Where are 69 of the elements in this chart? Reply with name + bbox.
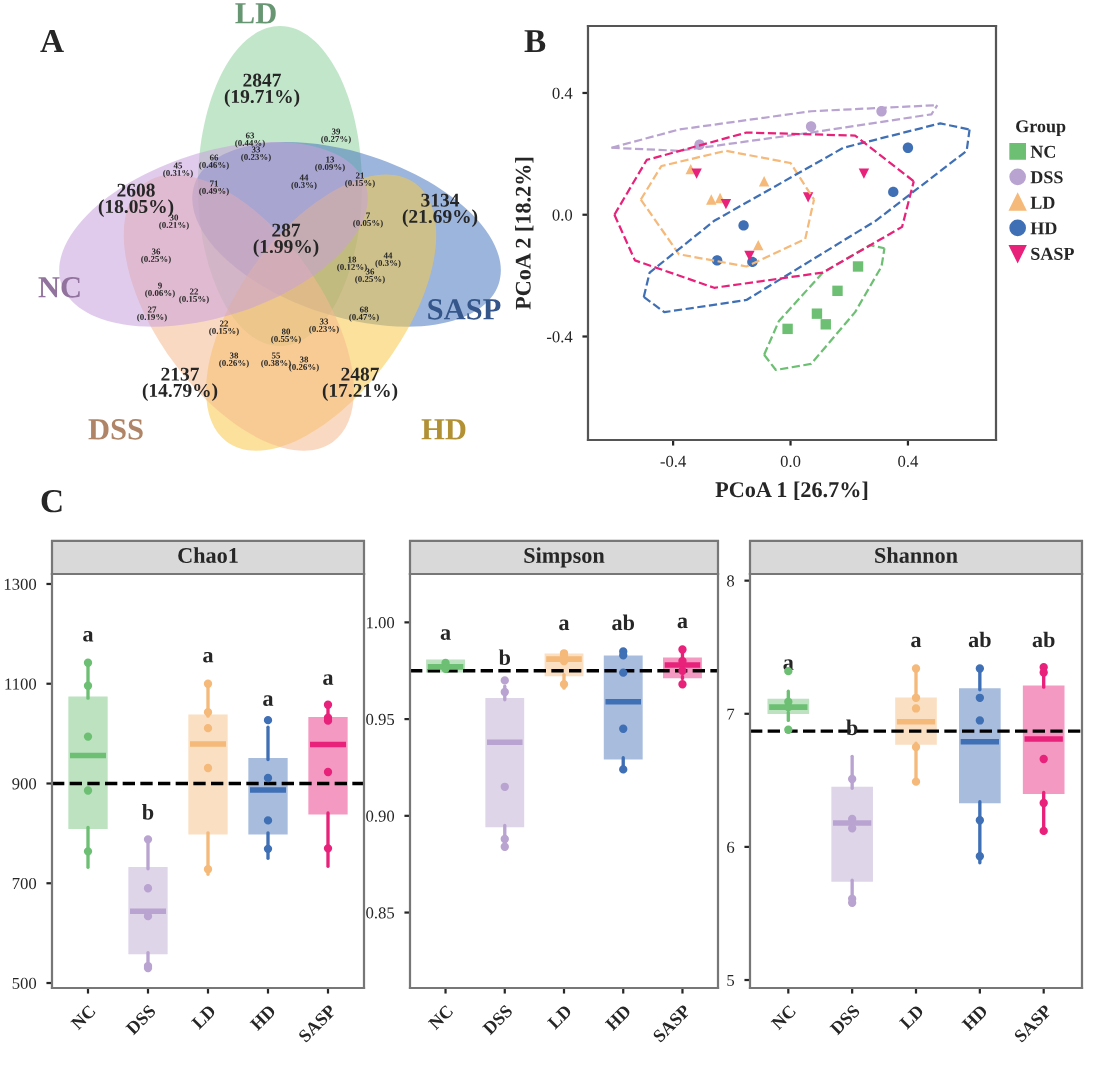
x-tick-label: -0.4 bbox=[660, 455, 687, 468]
text: 2608 (18.05%) bbox=[98, 183, 174, 217]
category-label: LD bbox=[235, 3, 276, 24]
x-tick-label: HD bbox=[604, 1004, 632, 1032]
x-tick-label: HD bbox=[961, 1004, 989, 1032]
legend-label: DSS bbox=[1030, 171, 1063, 184]
annotation: a bbox=[677, 617, 688, 629]
annotation: b bbox=[142, 804, 154, 820]
y-tick-label: 500 bbox=[12, 977, 37, 989]
y-tick-label: 0.90 bbox=[366, 810, 395, 822]
x-tick-label: LD bbox=[546, 1004, 573, 1030]
text: 2847 (19.71%) bbox=[224, 73, 300, 107]
legend-label: HD bbox=[1030, 222, 1057, 235]
text: A bbox=[40, 30, 64, 53]
text: C bbox=[41, 489, 62, 513]
legend-label: LD bbox=[1030, 196, 1055, 209]
annotation: a bbox=[911, 636, 922, 648]
y-tick-label: 6 bbox=[727, 841, 735, 853]
category-label: HD bbox=[421, 419, 466, 440]
y-tick-label: 1.00 bbox=[367, 617, 395, 629]
x-tick-label: DSS bbox=[125, 1004, 157, 1036]
x-tick-label: DSS bbox=[481, 1004, 514, 1036]
annotation: b bbox=[846, 719, 858, 736]
y-tick-label: -0.4 bbox=[546, 331, 573, 343]
y-tick-label: 0.4 bbox=[552, 87, 573, 99]
text: 2137 (14.79%) bbox=[142, 367, 218, 401]
x-tick-label: LD bbox=[190, 1004, 217, 1030]
y-tick-label: 0.0 bbox=[552, 209, 573, 221]
legend-title: Group bbox=[1016, 120, 1066, 137]
annotation: ab bbox=[968, 631, 991, 648]
text: B bbox=[524, 30, 546, 53]
x-axis-title: PCoA 1 [26.7%] bbox=[715, 481, 868, 500]
y-tick-label: 900 bbox=[12, 778, 37, 790]
x-tick-label: NC bbox=[70, 1004, 97, 1031]
x-tick-label: HD bbox=[249, 1004, 277, 1032]
y-tick-label: 0.95 bbox=[366, 713, 395, 726]
y-tick-label: 700 bbox=[12, 877, 37, 890]
y-axis-title: PCoA 2 [18.2%] bbox=[515, 157, 534, 310]
legend-label: NC bbox=[1030, 145, 1056, 158]
annotation: a bbox=[203, 651, 214, 663]
legend-label: SASP bbox=[1031, 247, 1074, 260]
annotation: a bbox=[263, 695, 274, 706]
x-tick-label: DSS bbox=[829, 1004, 861, 1036]
x-tick-label: 0.4 bbox=[898, 455, 919, 468]
chart-title: Chao1 bbox=[178, 547, 238, 563]
annotation: b bbox=[498, 649, 511, 666]
y-tick-label: 1300 bbox=[4, 578, 37, 590]
x-tick-label: NC bbox=[770, 1004, 797, 1031]
text: 3134 (21.69%) bbox=[402, 193, 478, 227]
y-tick-label: 8 bbox=[727, 575, 735, 587]
chart-title: Shannon bbox=[875, 547, 958, 563]
annotation: ab bbox=[612, 614, 635, 631]
chart-title: Simpson bbox=[524, 547, 605, 568]
text: 287 (1.99%) bbox=[253, 223, 319, 257]
annotation: a bbox=[83, 630, 94, 642]
text: 2487 (17.21%) bbox=[322, 367, 398, 401]
annotation: a bbox=[559, 619, 570, 631]
annotation: a bbox=[440, 629, 451, 640]
y-tick-label: 5 bbox=[727, 974, 735, 986]
annotation: a bbox=[323, 674, 334, 685]
x-tick-label: 0.0 bbox=[780, 455, 801, 468]
y-tick-label: 1100 bbox=[5, 678, 37, 690]
x-tick-label: LD bbox=[898, 1004, 925, 1030]
x-tick-label: NC bbox=[427, 1004, 454, 1031]
category-label: NC bbox=[38, 277, 80, 298]
category-label: DSS bbox=[88, 419, 143, 440]
annotation: ab bbox=[1032, 631, 1055, 648]
y-tick-label: 0.85 bbox=[366, 907, 395, 919]
y-tick-label: 7 bbox=[727, 708, 735, 720]
